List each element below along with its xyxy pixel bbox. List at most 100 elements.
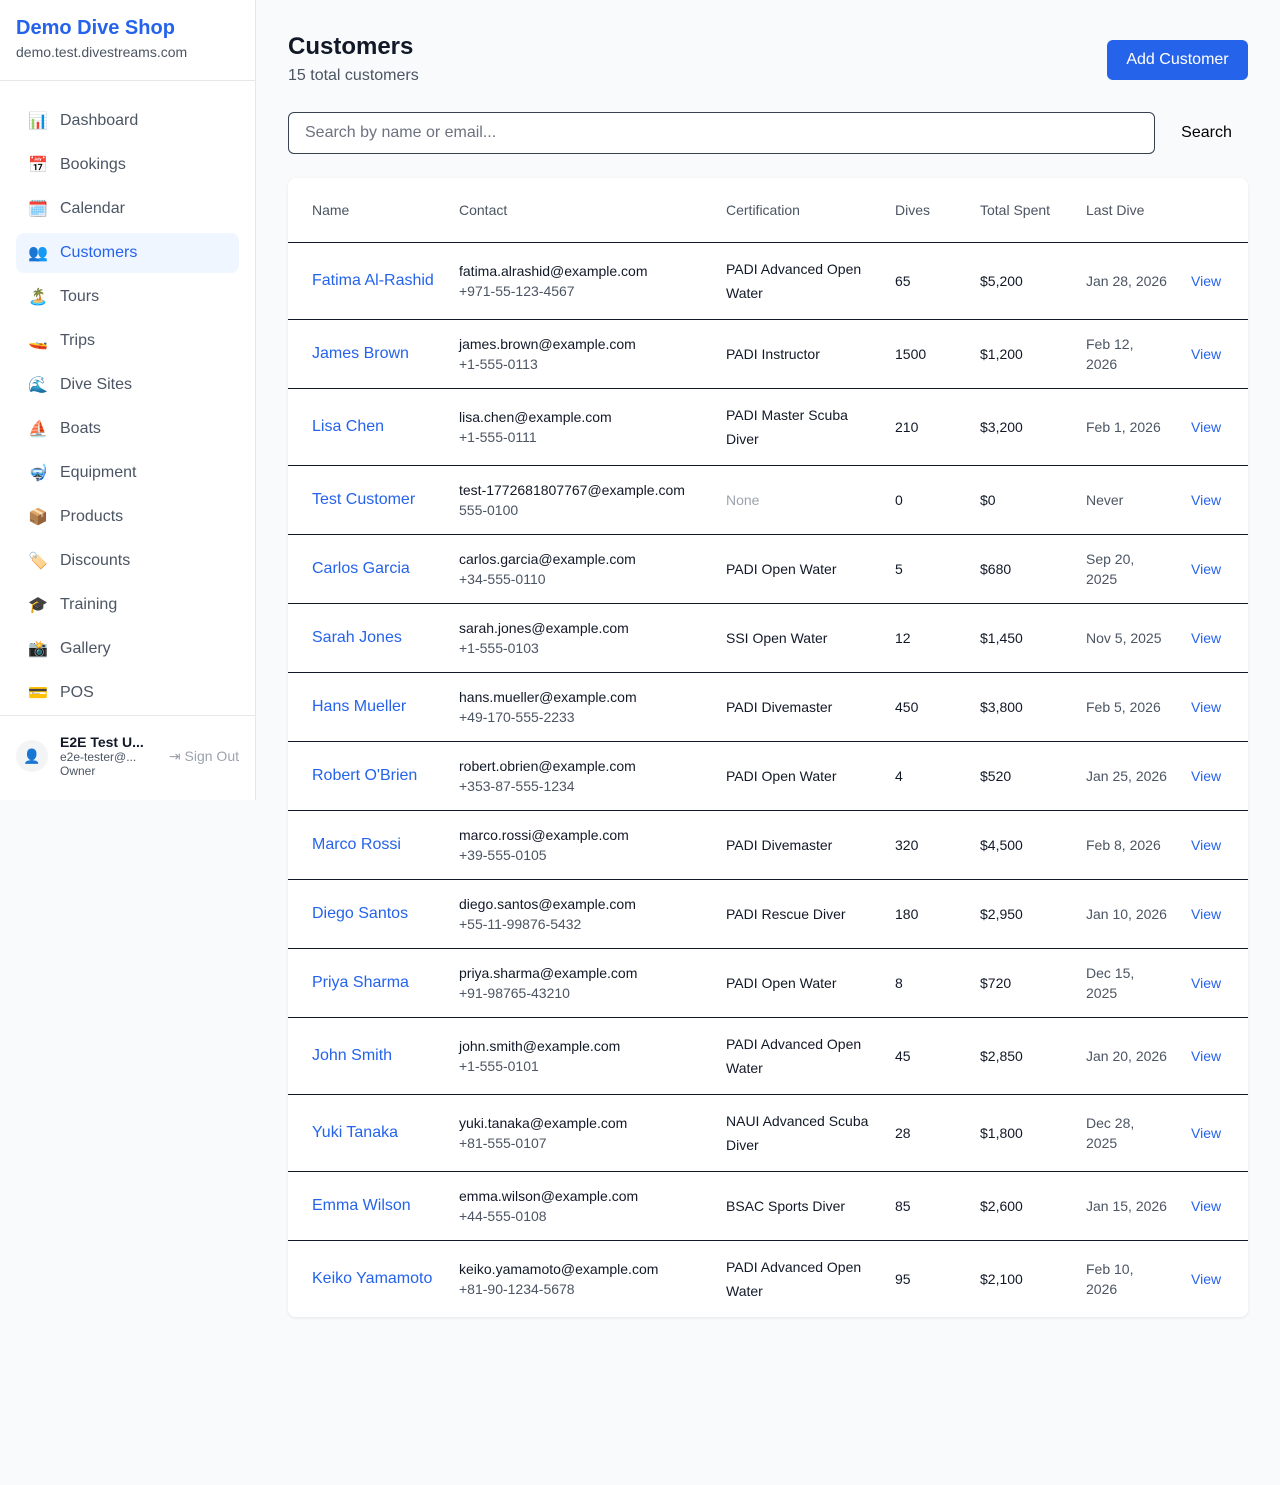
view-customer-link[interactable]: View [1191,1197,1222,1214]
shop-domain: demo.test.divestreams.com [16,44,188,60]
sidebar-item-label: Gallery [60,640,111,657]
sidebar-item-products[interactable]: 📦 Products [16,497,239,537]
customer-email: keiko.yamamoto@example.com [459,1260,659,1277]
customer-phone: +1-555-0111 [459,428,537,445]
view-customer-link[interactable]: View [1191,560,1222,577]
customer-name-link[interactable]: Sarah Jones [312,628,402,646]
dives: 0 [883,465,968,535]
customer-email: john.smith@example.com [459,1037,621,1054]
search-input[interactable] [288,112,1155,154]
sidebar-item-label: Tours [60,288,100,305]
customer-name-link[interactable]: Robert O'Brien [312,766,418,784]
customer-email: marco.rossi@example.com [459,826,629,843]
sidebar-item-calendar[interactable]: 🗓️ Calendar [16,189,239,229]
sidebar-item-boats[interactable]: ⛵ Boats [16,409,239,449]
sidebar-item-dive-sites[interactable]: 🌊 Dive Sites [16,365,239,405]
last-dive: Jan 15, 2026 [1074,1171,1179,1241]
shop-name[interactable]: Demo Dive Shop [16,17,175,39]
customer-name-link[interactable]: Keiko Yamamoto [312,1269,433,1287]
customer-phone: +55-11-99876-5432 [459,915,582,932]
sidebar-item-training[interactable]: 🎓 Training [16,585,239,625]
view-customer-link[interactable]: View [1191,1270,1222,1287]
customer-name-link[interactable]: Hans Mueller [312,697,407,715]
table-row: Keiko Yamamoto keiko.yamamoto@example.co… [288,1240,1248,1317]
customer-phone: +91-98765-43210 [459,984,570,1001]
customer-name-link[interactable]: Emma Wilson [312,1196,411,1214]
last-dive: Dec 28, 2025 [1074,1094,1179,1172]
total-spent: $1,450 [968,603,1074,673]
customer-name-link[interactable]: John Smith [312,1046,393,1064]
view-customer-link[interactable]: View [1191,1124,1222,1141]
sidebar-item-gallery[interactable]: 📸 Gallery [16,629,239,669]
last-dive: Jan 28, 2026 [1074,242,1179,320]
customer-name-link[interactable]: James Brown [312,344,409,362]
total-spent: $2,600 [968,1171,1074,1241]
sidebar-item-customers[interactable]: 👥 Customers [16,233,239,273]
sidebar-item-pos[interactable]: 💳 POS [16,673,239,713]
last-dive: Feb 12, 2026 [1074,319,1179,389]
sidebar-item-discounts[interactable]: 🏷️ Discounts [16,541,239,581]
customer-phone: +1-555-0101 [459,1057,539,1074]
view-customer-link[interactable]: View [1191,905,1222,922]
customer-name-link[interactable]: Fatima Al-Rashid [312,271,434,289]
customer-name-link[interactable]: Diego Santos [312,904,409,922]
total-spent: $3,200 [968,388,1074,466]
sidebar-item-label: Customers [60,244,138,261]
total-spent: $2,950 [968,879,1074,949]
customer-phone: +353-87-555-1234 [459,777,575,794]
view-customer-link[interactable]: View [1191,698,1222,715]
sidebar-item-bookings[interactable]: 📅 Bookings [16,145,239,185]
dives: 95 [895,1270,911,1287]
customer-name-link[interactable]: Priya Sharma [312,973,409,991]
view-customer-link[interactable]: View [1191,836,1222,853]
customers-table: Name Contact Certification Dives Total Spent… [288,178,1248,1317]
sidebar-item-tours[interactable]: 🏝️ Tours [16,277,239,317]
sidebar-item-label: Dashboard [60,112,139,129]
customer-phone: +1-555-0103 [459,639,539,656]
gallery-icon: 📸 [28,641,48,658]
sidebar-item-label: Dive Sites [60,376,133,393]
customer-name-link[interactable]: Lisa Chen [312,417,385,435]
column-header: Last Dive [1074,178,1179,243]
view-customer-link[interactable]: View [1191,418,1222,435]
add-customer-button[interactable]: Add Customer [1107,40,1248,80]
last-dive: Nov 5, 2025 [1074,603,1179,673]
customer-phone: +81-90-1234-5678 [459,1280,575,1297]
sidebar-item-label: Trips [60,332,95,349]
view-customer-link[interactable]: View [1191,974,1222,991]
page-title: Customers [288,33,414,60]
table-row: Lisa Chen lisa.chen@example.com +1-555-01… [288,388,1248,466]
last-dive: Sep 20, 2025 [1074,534,1179,604]
total-spent: $2,100 [980,1270,1023,1287]
dives: 45 [883,1017,968,1095]
sign-out-button[interactable]: ⇥ Sign Out [169,748,239,765]
certification: PADI Advanced Open Water [714,1017,883,1095]
sidebar-item-dashboard[interactable]: 📊 Dashboard [16,101,239,141]
user-email: e2e-tester@... [60,750,137,764]
customer-name-link[interactable]: Carlos Garcia [312,559,410,577]
sidebar-item-label: Training [60,596,118,613]
sidebar-item-trips[interactable]: 🚤 Trips [16,321,239,361]
user-avatar-icon: 👤 [16,740,48,772]
certification: PADI Open Water [714,741,883,811]
dive-sites-icon: 🌊 [28,377,48,394]
total-spent: $2,850 [968,1017,1074,1095]
certification: PADI Advanced Open Water [714,242,883,320]
view-customer-link[interactable]: View [1191,1047,1222,1064]
customer-name-link[interactable]: Test Customer [312,490,416,508]
table-row: Diego Santos diego.santos@example.com +55… [288,879,1248,949]
view-customer-link[interactable]: View [1191,629,1222,646]
total-spent: $4,500 [968,810,1074,880]
last-dive: Never [1074,465,1179,535]
column-header: Dives [883,178,968,243]
customer-phone: +49-170-555-2233 [459,708,575,725]
search-button[interactable]: Search [1165,112,1248,154]
view-customer-link[interactable]: View [1191,491,1222,508]
customer-name-link[interactable]: Yuki Tanaka [312,1123,398,1141]
sidebar-item-equipment[interactable]: 🤿 Equipment [16,453,239,493]
view-customer-link[interactable]: View [1191,767,1222,784]
customer-name-link[interactable]: Marco Rossi [312,835,401,853]
certification: PADI Divemaster [714,672,883,742]
view-customer-link[interactable]: View [1191,272,1222,289]
view-customer-link[interactable]: View [1191,345,1222,362]
